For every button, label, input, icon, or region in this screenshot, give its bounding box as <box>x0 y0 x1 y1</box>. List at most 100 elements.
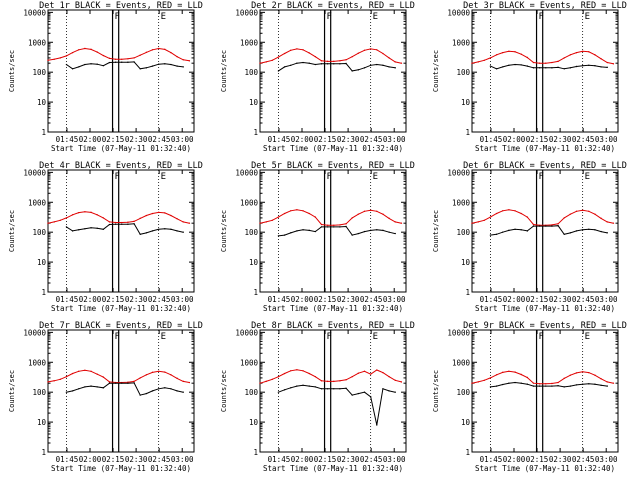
data-point <box>96 386 98 388</box>
data-point <box>296 62 298 64</box>
data-point <box>333 60 335 63</box>
x-tick-label: 02:00 <box>291 295 314 304</box>
data-point <box>563 377 565 380</box>
data-point <box>477 61 479 63</box>
data-point <box>78 211 80 214</box>
plot-frame <box>471 169 619 293</box>
data-point <box>157 63 160 65</box>
data-point <box>170 214 172 217</box>
data-point <box>170 51 172 54</box>
data-point <box>471 382 473 384</box>
panel-title: Det 3r BLACK = Events, RED = LLD <box>463 1 627 11</box>
data-point <box>265 61 267 63</box>
data-point <box>545 383 547 385</box>
data-point <box>65 55 68 57</box>
data-point <box>176 55 178 58</box>
y-tick-label: 10000 <box>23 8 46 17</box>
data-point <box>557 60 559 63</box>
data-point <box>308 229 310 232</box>
y-tick-label: 10000 <box>447 328 470 337</box>
x-axis-label: Start Time (07-May-11 01:32:40) <box>51 304 191 313</box>
data-point <box>296 230 298 232</box>
data-point <box>400 62 403 64</box>
data-point <box>151 371 154 374</box>
data-point <box>363 391 366 393</box>
y-axis-label: Counts/sec <box>8 210 16 252</box>
data-point <box>277 70 280 72</box>
x-tick-label: 02:00 <box>503 295 526 304</box>
data-point <box>164 371 166 373</box>
data-point <box>376 369 378 371</box>
data-point <box>53 58 55 60</box>
data-point <box>339 380 341 382</box>
data-point <box>382 213 384 215</box>
data-point <box>532 385 535 387</box>
x-tick-label: 03:00 <box>595 135 618 144</box>
data-point <box>47 59 49 61</box>
y-tick-label: 10000 <box>447 8 470 17</box>
y-axis-label: Counts/sec <box>220 50 228 92</box>
marker-f: F <box>539 172 544 182</box>
data-point <box>382 52 384 55</box>
data-point <box>96 373 98 375</box>
data-point <box>520 64 522 66</box>
data-point <box>538 383 541 385</box>
series-line-lld <box>259 48 402 64</box>
data-point <box>569 374 572 376</box>
data-point <box>388 66 390 68</box>
data-point <box>588 64 590 66</box>
data-point <box>320 388 323 390</box>
y-tick-label: 10000 <box>235 168 258 177</box>
x-axis-label: Start Time (07-May-11 01:32:40) <box>263 304 403 313</box>
data-point <box>394 67 396 69</box>
x-tick-label: 03:00 <box>383 295 406 304</box>
data-point <box>114 61 117 63</box>
x-tick-label: 02:30 <box>337 295 360 304</box>
x-tick-label: 03:00 <box>171 455 194 464</box>
x-tick-label: 02:00 <box>291 455 314 464</box>
data-point <box>502 383 504 386</box>
data-point <box>78 370 80 372</box>
data-point <box>606 381 608 383</box>
data-point <box>538 62 541 64</box>
x-axis-label: Start Time (07-May-11 01:32:40) <box>475 464 615 473</box>
data-point <box>302 229 304 231</box>
data-point <box>588 228 590 230</box>
data-point <box>176 230 178 232</box>
data-point <box>114 382 117 384</box>
data-point <box>65 217 68 219</box>
data-point <box>302 49 304 51</box>
data-point <box>551 224 553 226</box>
data-point <box>532 61 535 64</box>
data-point <box>600 230 602 233</box>
data-point <box>188 60 191 62</box>
data-point <box>600 58 602 60</box>
data-point <box>339 226 341 228</box>
data-point <box>308 385 310 387</box>
data-point <box>532 382 535 384</box>
data-point <box>563 233 565 235</box>
data-point <box>333 380 335 383</box>
data-point <box>351 70 353 72</box>
data-point <box>265 380 267 383</box>
data-point <box>314 63 317 66</box>
x-axis-label: Start Time (07-May-11 01:32:40) <box>475 304 615 313</box>
data-point <box>394 391 396 393</box>
plot-frame <box>259 9 407 133</box>
data-point <box>114 223 117 225</box>
data-point <box>145 392 148 395</box>
data-point <box>188 222 191 224</box>
y-axis-label: Counts/sec <box>8 50 16 92</box>
data-point <box>526 56 529 59</box>
plot-frame <box>259 329 407 453</box>
data-point <box>84 63 86 66</box>
x-tick-label: 02:45 <box>572 135 595 144</box>
y-tick-label: 1 <box>253 288 258 297</box>
data-point <box>326 380 329 383</box>
data-point <box>326 226 329 228</box>
data-point <box>563 57 565 59</box>
data-point <box>514 210 516 212</box>
data-point <box>145 51 148 54</box>
data-point <box>369 373 372 375</box>
data-point <box>495 54 498 56</box>
